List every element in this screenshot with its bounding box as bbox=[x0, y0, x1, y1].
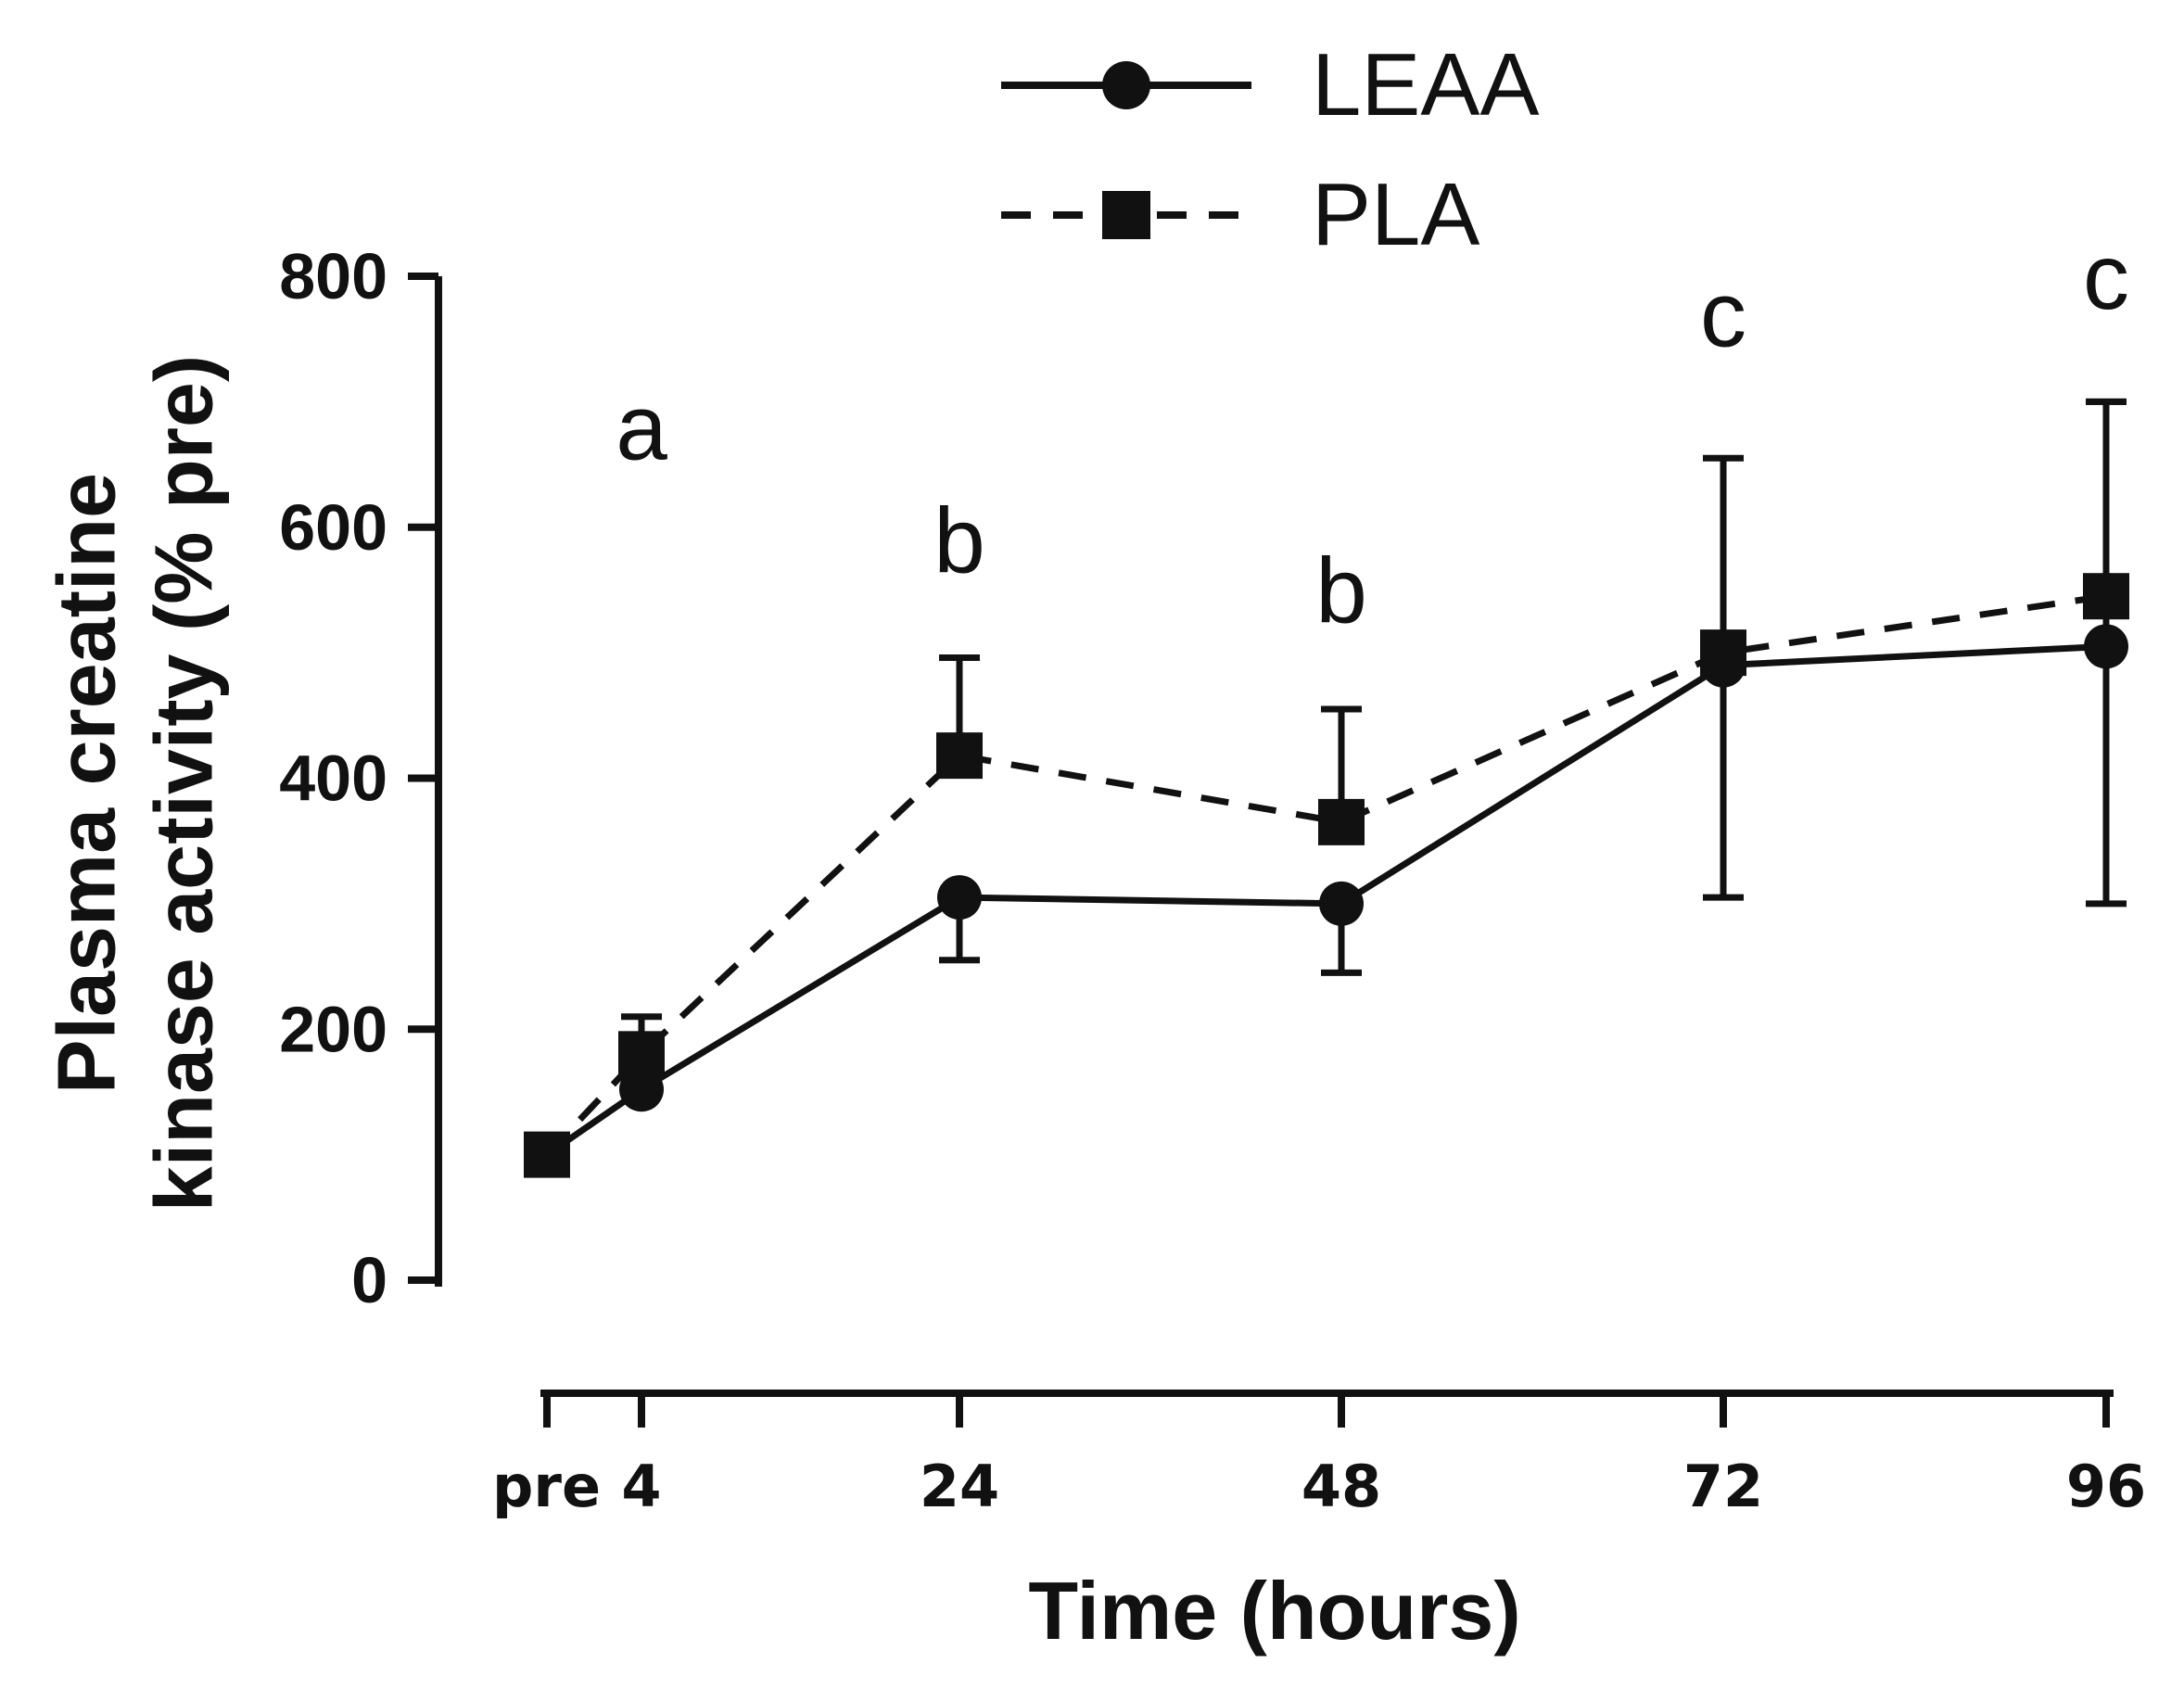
point-pla bbox=[1700, 629, 1746, 677]
point-leaa bbox=[1319, 881, 1364, 926]
y-axis-title-line1: Plasma creatine bbox=[40, 473, 132, 1094]
point-leaa bbox=[937, 875, 982, 920]
point-leaa bbox=[619, 1067, 664, 1112]
error-bars-pla bbox=[621, 398, 2127, 1055]
x-axis-title: Time (hours) bbox=[1028, 1565, 1520, 1657]
legend: LEAA PLA bbox=[1001, 35, 1539, 264]
point-pla bbox=[2083, 573, 2129, 620]
point-leaa bbox=[2084, 624, 2128, 669]
point-pla bbox=[524, 1131, 570, 1178]
error-bars-leaa bbox=[939, 398, 2127, 976]
y-axis-title-line2: kinase activity (% pre) bbox=[137, 355, 229, 1212]
significance-label: b bbox=[1315, 539, 1367, 642]
x-tick-label: 72 bbox=[1683, 1453, 1763, 1520]
significance-label: b bbox=[933, 489, 985, 592]
x-tick-label: 48 bbox=[1302, 1453, 1381, 1520]
point-pla bbox=[1318, 798, 1365, 845]
significance-label: c bbox=[1700, 263, 1746, 367]
series-markers-pla bbox=[524, 573, 2129, 1178]
y-axis-title: Plasma creatine kinase activity (% pre) bbox=[40, 355, 229, 1212]
legend-leaa-marker bbox=[1102, 61, 1150, 109]
y-tick-label: 600 bbox=[279, 491, 387, 564]
x-tick-label: 4 bbox=[621, 1453, 661, 1520]
y-tick-label: 200 bbox=[279, 993, 387, 1065]
x-tick-label: pre bbox=[492, 1453, 601, 1520]
significance-labels: a b b c c bbox=[616, 225, 2129, 642]
legend-pla-marker bbox=[1102, 191, 1150, 239]
x-tick-label: 24 bbox=[920, 1453, 999, 1520]
legend-leaa-label: LEAA bbox=[1312, 35, 1539, 134]
y-tick-label: 800 bbox=[279, 240, 387, 312]
plot-area bbox=[524, 398, 2129, 1178]
y-tick-label: 400 bbox=[279, 743, 387, 815]
legend-pla-label: PLA bbox=[1312, 165, 1479, 264]
series-line-pla bbox=[544, 592, 2107, 1158]
point-pla bbox=[618, 1031, 665, 1078]
x-tick-label: 96 bbox=[2066, 1453, 2146, 1520]
significance-label: a bbox=[616, 375, 667, 479]
x-axis: pre 4 24 48 72 96 bbox=[492, 1390, 2146, 1520]
y-axis: 0 200 400 600 800 bbox=[279, 240, 442, 1316]
point-pla bbox=[936, 732, 983, 780]
y-tick-label: 0 bbox=[351, 1244, 387, 1316]
significance-label: c bbox=[2083, 225, 2129, 329]
